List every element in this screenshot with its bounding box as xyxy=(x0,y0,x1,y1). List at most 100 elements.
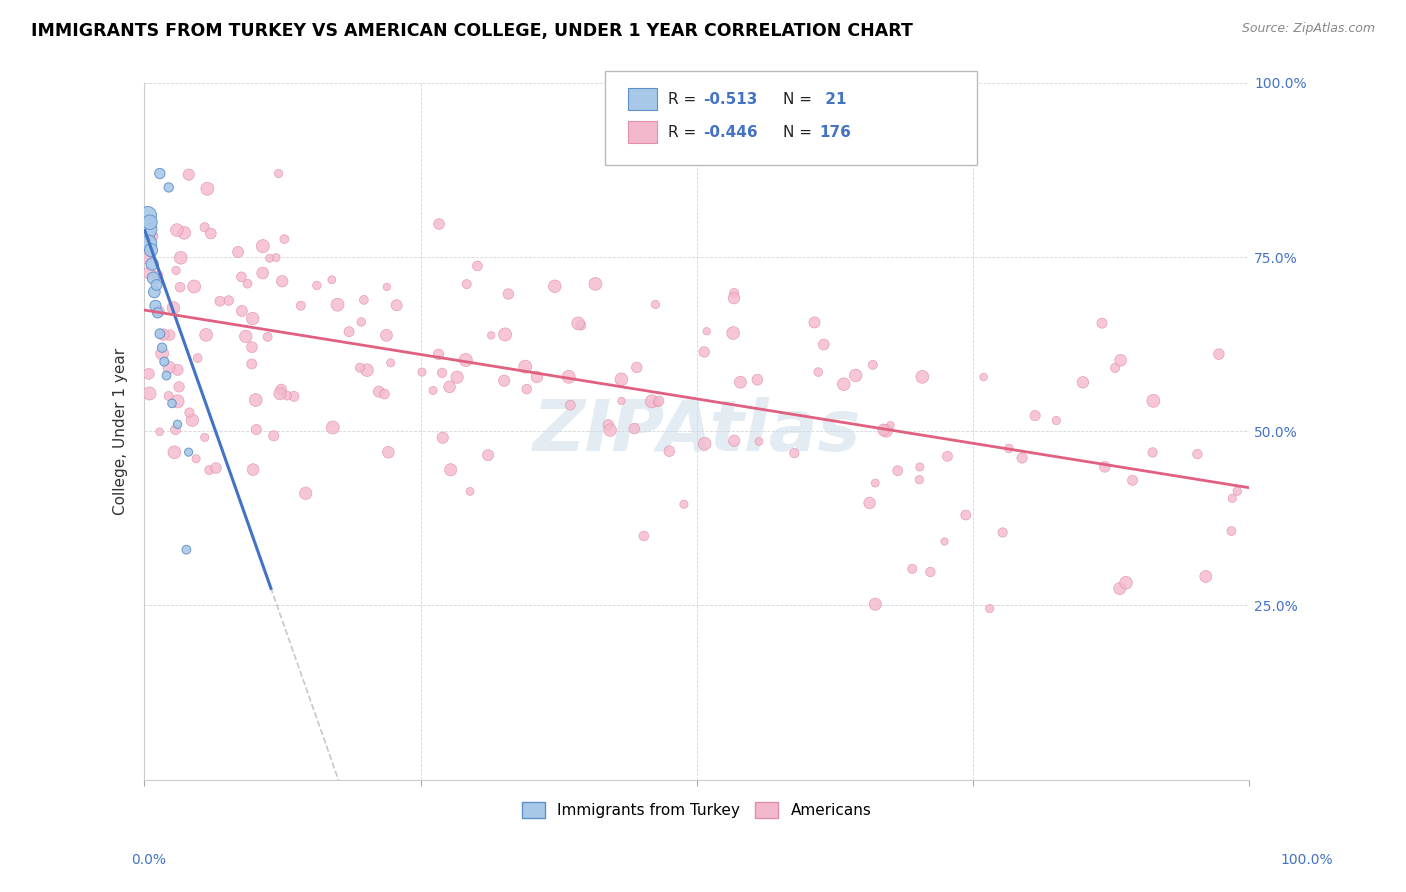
Point xyxy=(142,271,165,285)
Point xyxy=(440,463,463,477)
Point xyxy=(623,422,645,436)
Point xyxy=(920,565,942,579)
Point xyxy=(165,423,187,437)
Point xyxy=(259,252,281,266)
Point xyxy=(245,392,267,407)
Point xyxy=(146,268,169,283)
Point xyxy=(544,279,567,293)
Point xyxy=(194,220,217,235)
Point xyxy=(494,327,516,342)
Point xyxy=(263,429,285,443)
Point xyxy=(723,285,745,300)
Point xyxy=(375,328,398,343)
Point xyxy=(380,356,402,370)
Point xyxy=(356,363,378,377)
Point xyxy=(875,424,897,438)
Point xyxy=(173,226,195,240)
Point xyxy=(353,293,375,307)
Point xyxy=(610,394,633,409)
Point xyxy=(235,329,257,343)
Point xyxy=(149,167,172,181)
Point xyxy=(149,326,172,341)
Point xyxy=(321,273,343,287)
Text: R =: R = xyxy=(668,92,702,106)
Point xyxy=(163,445,186,459)
Point xyxy=(557,369,579,384)
Point xyxy=(153,354,176,368)
Point xyxy=(973,370,995,384)
Point xyxy=(139,215,162,229)
Point xyxy=(865,476,887,491)
Point xyxy=(1109,353,1132,368)
Point xyxy=(138,386,160,401)
Point xyxy=(610,372,633,386)
Text: 0.0%: 0.0% xyxy=(131,853,166,867)
Legend: Immigrants from Turkey, Americans: Immigrants from Turkey, Americans xyxy=(516,796,877,824)
Point xyxy=(166,417,188,432)
Point xyxy=(200,227,222,241)
Point xyxy=(723,434,745,448)
Point xyxy=(167,380,190,394)
Point xyxy=(1091,316,1114,330)
Point xyxy=(146,306,169,320)
Point xyxy=(598,417,620,432)
Point xyxy=(159,328,181,343)
Point xyxy=(721,326,744,340)
Point xyxy=(195,182,218,196)
Point xyxy=(218,293,240,308)
Point xyxy=(166,363,188,377)
Point xyxy=(1220,491,1243,506)
Point xyxy=(375,280,398,294)
Point xyxy=(1226,484,1249,499)
Point xyxy=(998,442,1021,456)
Point xyxy=(271,274,294,288)
Point xyxy=(845,368,868,383)
Point xyxy=(165,263,187,277)
Point xyxy=(305,278,328,293)
Point xyxy=(145,277,167,292)
Point xyxy=(991,525,1014,540)
Point xyxy=(439,380,461,394)
Point xyxy=(157,360,180,375)
Point xyxy=(290,299,312,313)
Point xyxy=(567,317,589,331)
Text: -0.446: -0.446 xyxy=(703,125,758,139)
Point xyxy=(326,298,349,312)
Point xyxy=(672,497,695,511)
Point xyxy=(256,330,278,344)
Point xyxy=(516,382,538,396)
Point xyxy=(498,287,520,301)
Point xyxy=(145,299,167,313)
Point xyxy=(936,450,959,464)
Point xyxy=(955,508,977,522)
Point xyxy=(252,239,274,253)
Point xyxy=(187,351,209,365)
Point xyxy=(231,269,253,284)
Point xyxy=(1024,409,1046,423)
Point xyxy=(195,327,218,342)
Point xyxy=(135,222,157,236)
Point xyxy=(467,259,489,273)
Point xyxy=(236,277,259,291)
Point xyxy=(350,315,373,329)
Point xyxy=(585,277,607,291)
Point xyxy=(783,446,806,460)
Point xyxy=(1142,445,1164,459)
Point xyxy=(456,277,478,291)
Point xyxy=(1187,447,1209,461)
Point xyxy=(432,431,454,445)
Point xyxy=(252,266,274,280)
Point xyxy=(177,168,200,182)
Point xyxy=(208,294,231,309)
Point xyxy=(454,353,477,368)
Point xyxy=(1104,360,1126,375)
Point xyxy=(427,347,450,361)
Point xyxy=(322,420,344,434)
Point xyxy=(179,406,201,420)
Point xyxy=(194,430,217,444)
Point xyxy=(526,370,548,384)
Point xyxy=(911,369,934,384)
Point xyxy=(1108,582,1130,596)
Point xyxy=(645,395,668,409)
Text: N =: N = xyxy=(783,125,817,139)
